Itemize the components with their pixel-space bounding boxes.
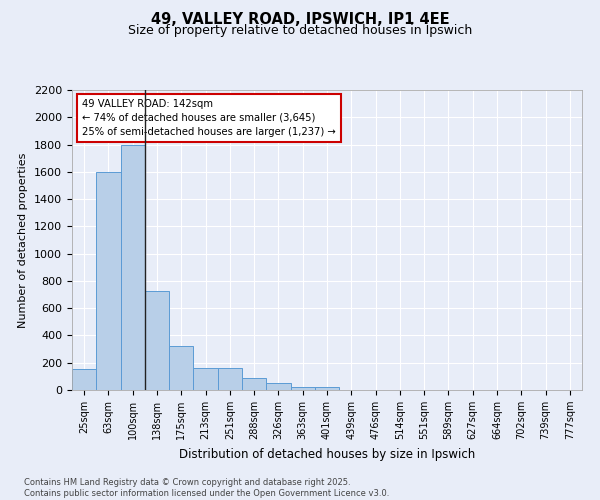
Bar	[242, 378, 266, 390]
Bar	[72, 369, 96, 390]
Bar	[96, 172, 121, 390]
Text: 49, VALLEY ROAD, IPSWICH, IP1 4EE: 49, VALLEY ROAD, IPSWICH, IP1 4EE	[151, 12, 449, 28]
Bar	[145, 291, 169, 390]
Y-axis label: Number of detached properties: Number of detached properties	[19, 152, 28, 328]
Bar	[266, 383, 290, 390]
X-axis label: Distribution of detached houses by size in Ipswich: Distribution of detached houses by size …	[179, 448, 475, 460]
Bar	[121, 144, 145, 390]
Bar	[218, 368, 242, 390]
Text: 49 VALLEY ROAD: 142sqm
← 74% of detached houses are smaller (3,645)
25% of semi-: 49 VALLEY ROAD: 142sqm ← 74% of detached…	[82, 99, 336, 137]
Text: Contains HM Land Registry data © Crown copyright and database right 2025.
Contai: Contains HM Land Registry data © Crown c…	[24, 478, 389, 498]
Bar	[315, 388, 339, 390]
Text: Size of property relative to detached houses in Ipswich: Size of property relative to detached ho…	[128, 24, 472, 37]
Bar	[290, 386, 315, 390]
Bar	[193, 368, 218, 390]
Bar	[169, 346, 193, 390]
